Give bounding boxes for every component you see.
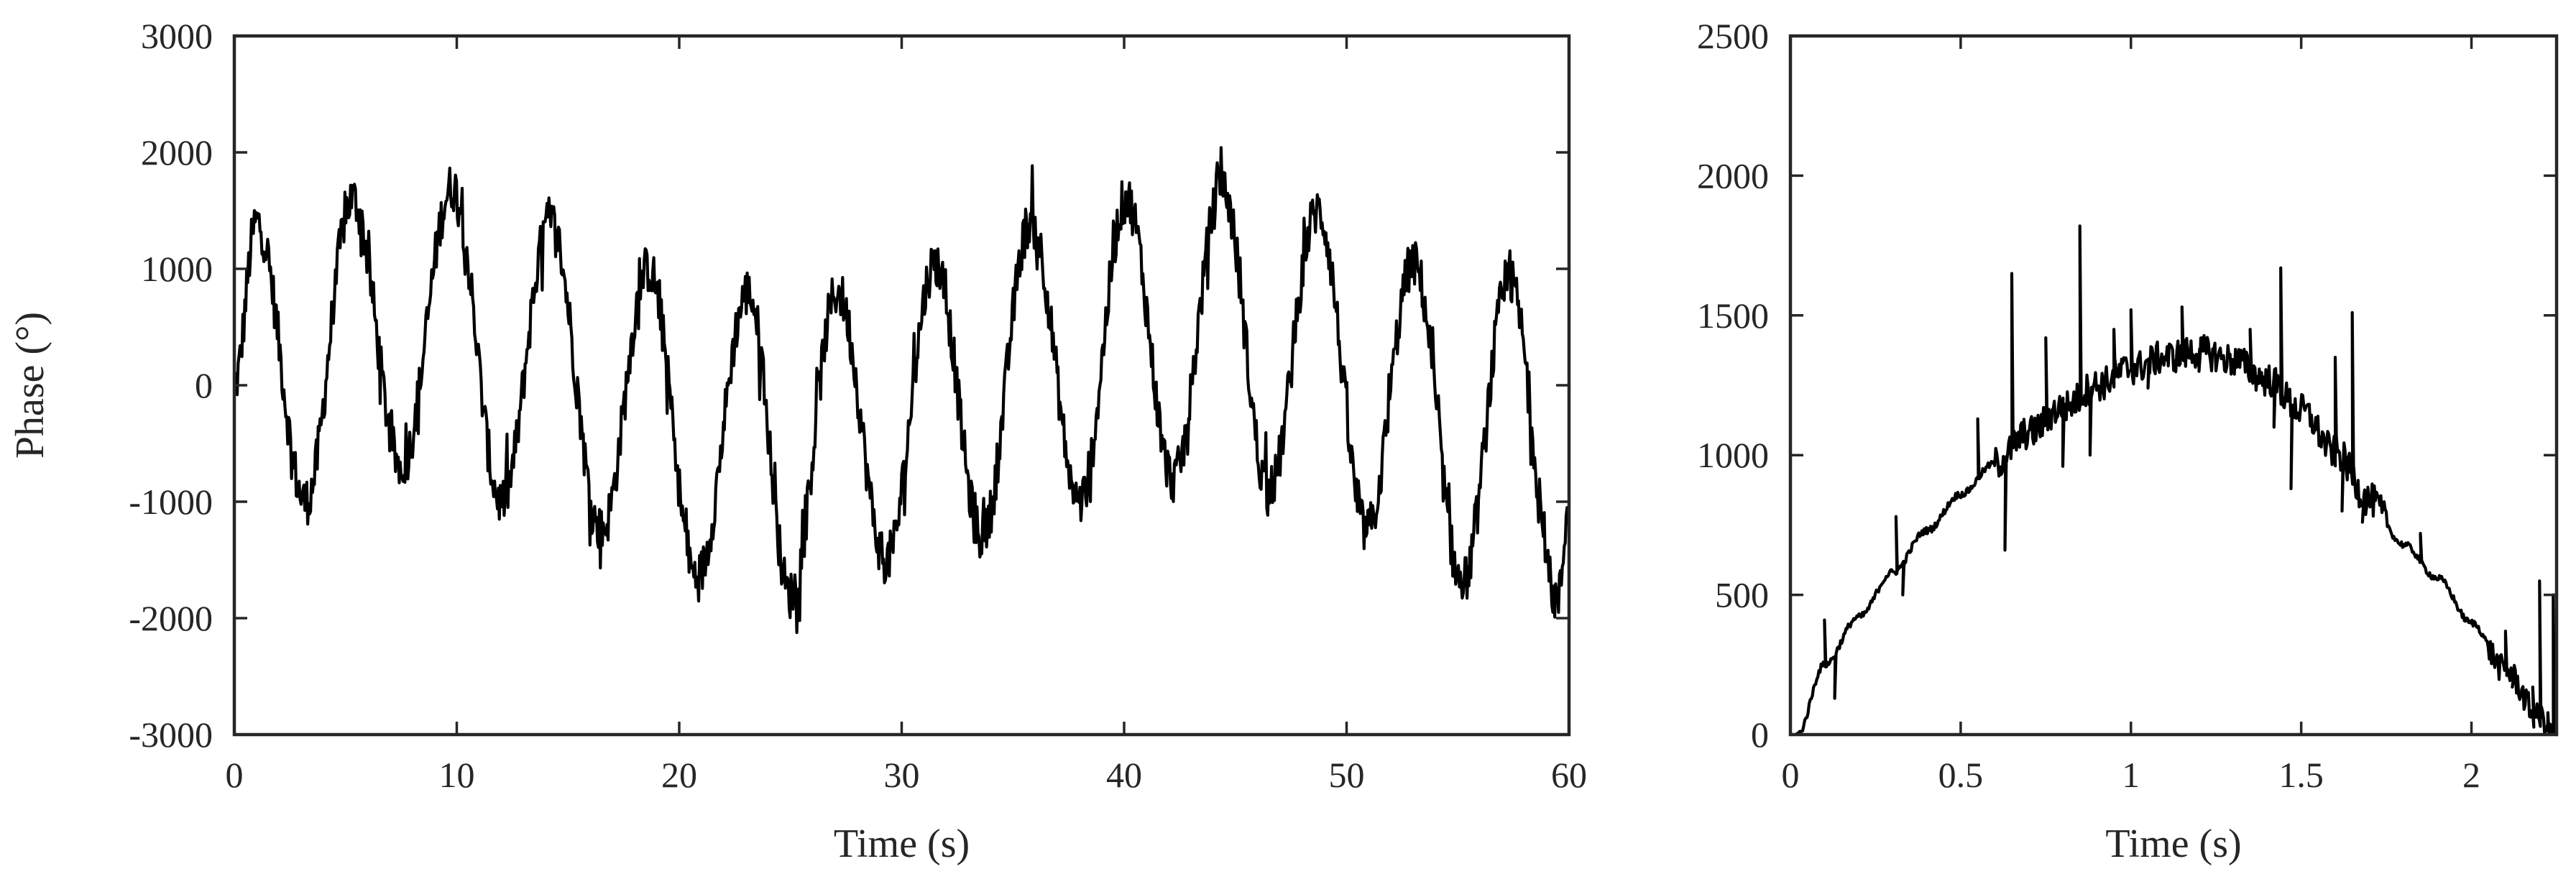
- x-axis-label: Time (s): [834, 822, 970, 866]
- x-tick-label: 0.5: [1938, 755, 1984, 795]
- phase-chart-right: 0 0.5 1 1.5 2 0 500 1000 1500 2000 2500 Time (s): [1697, 16, 2559, 866]
- y-tick-label: -1000: [129, 482, 213, 522]
- y-tick-label: 2000: [141, 132, 213, 173]
- x-axis-label: Time (s): [2105, 822, 2241, 866]
- x-tick-label: 20: [661, 755, 697, 795]
- y-axis-label: Phase (°): [8, 312, 52, 459]
- x-tick-label: 2: [2462, 755, 2480, 795]
- y-tick-label: -2000: [129, 598, 213, 638]
- y-tick-label: 0: [195, 365, 213, 405]
- x-tick-label: 0: [1782, 755, 1800, 795]
- y-tick-label: 1500: [1697, 295, 1769, 336]
- y-tick-label: 1000: [1697, 435, 1769, 475]
- x-tick-label: 1.5: [2278, 755, 2324, 795]
- x-tick-label: 50: [1329, 755, 1365, 795]
- x-tick-label: 0: [226, 755, 244, 795]
- phase-chart-left: 0 10 20 30 40 50 60 -3000 -2000 -1000 0 1000 2000 300…: [8, 16, 1587, 866]
- y-tick-label: 0: [1751, 714, 1769, 755]
- y-tick-label: 3000: [141, 16, 213, 56]
- x-tick-label: 60: [1551, 755, 1587, 795]
- phase-series-line: [232, 146, 1571, 635]
- y-tick-label: 500: [1715, 575, 1769, 615]
- plot-frame: [232, 34, 1571, 737]
- phase-series-line: [1795, 224, 2559, 737]
- plot-frame: [1788, 34, 2559, 737]
- x-tick-label: 40: [1106, 755, 1142, 795]
- x-tick-label: 10: [439, 755, 475, 795]
- y-tick-label: 1000: [141, 249, 213, 289]
- x-tick-label: 1: [2122, 755, 2140, 795]
- y-tick-label: 2500: [1697, 16, 1769, 56]
- y-tick-label: -3000: [129, 714, 213, 755]
- y-tick-label: 2000: [1697, 155, 1769, 196]
- x-tick-label: 30: [884, 755, 920, 795]
